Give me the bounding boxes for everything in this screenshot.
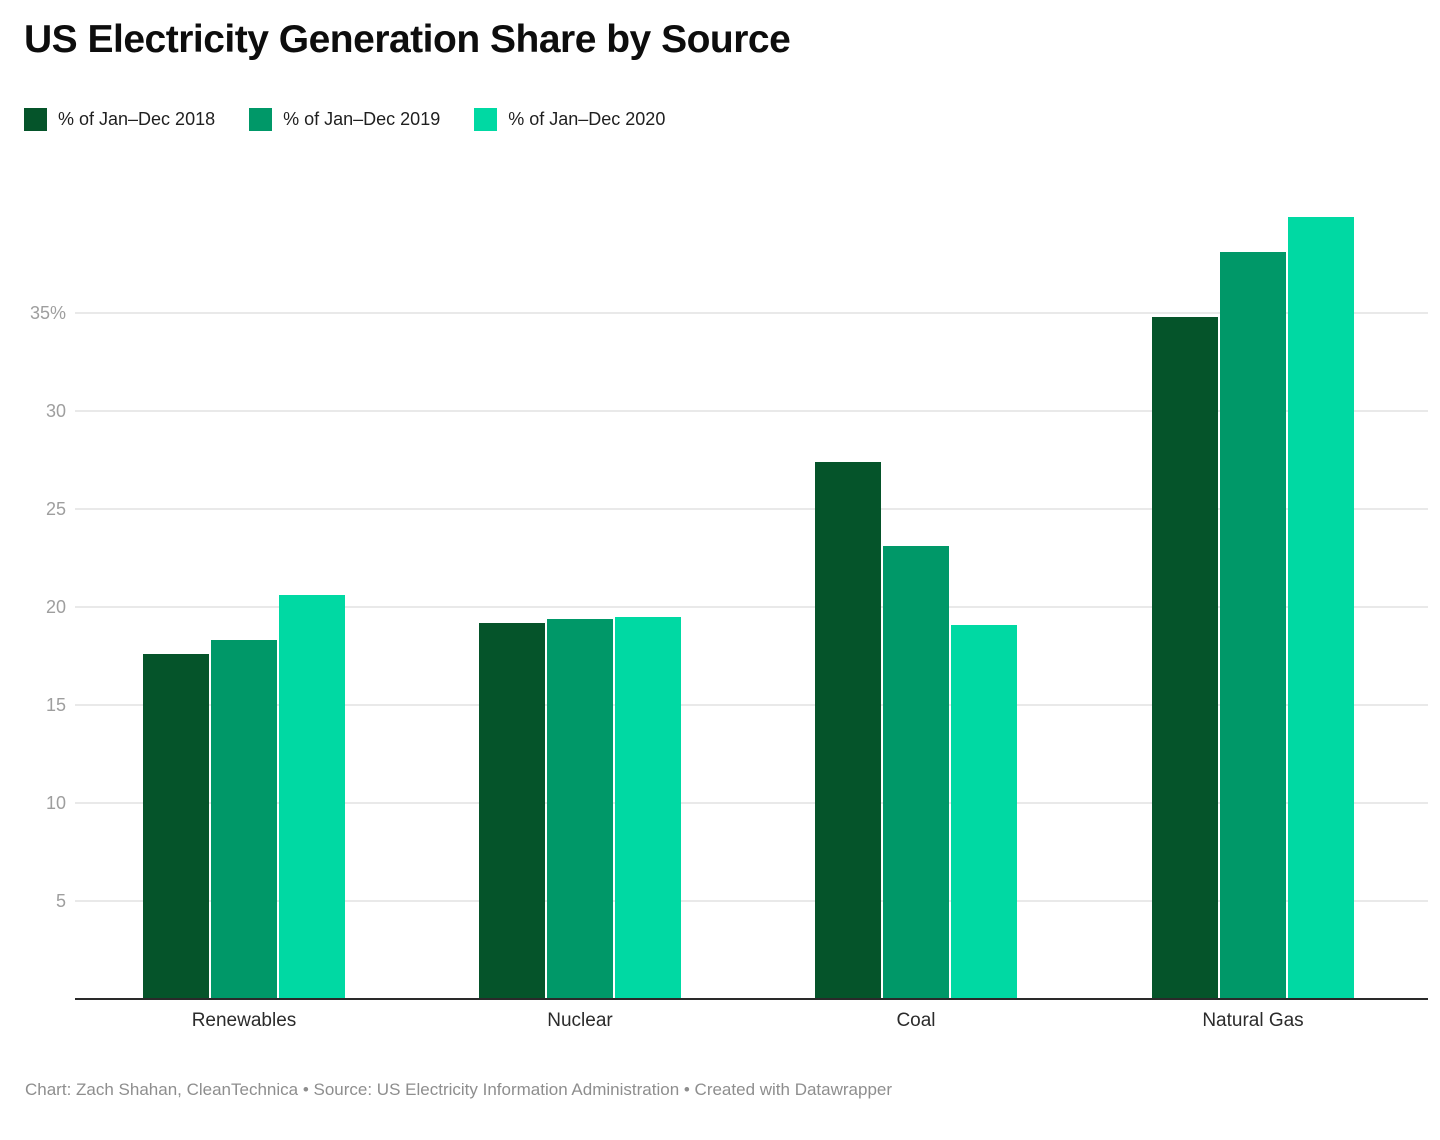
legend-swatch-icon — [249, 108, 273, 131]
bar-nuclear-2019 — [547, 619, 613, 999]
attribution: Chart: Zach Shahan, CleanTechnica • Sour… — [25, 1080, 893, 1099]
x-axis-label-natural-gas: Natural Gas — [1202, 1010, 1304, 1031]
gridline-15 — [75, 704, 1428, 706]
legend-item-of-jan-dec-2019: % of Jan–Dec 2019 — [249, 108, 440, 131]
bar-renewables-2019 — [211, 640, 277, 999]
x-axis-line — [75, 998, 1428, 1000]
y-axis-tick-label: 10 — [45, 793, 66, 813]
y-axis-tick-label: 5 — [55, 891, 66, 911]
gridline-30 — [75, 410, 1428, 412]
y-axis-tick-label: 35% — [29, 303, 66, 323]
chart-title: US Electricity Generation Share by Sourc… — [24, 18, 791, 61]
bar-nuclear-2018 — [479, 623, 545, 999]
bar-coal-2019 — [883, 546, 949, 999]
bar-nuclear-2020 — [615, 617, 681, 999]
bar-natural-gas-2020 — [1288, 217, 1354, 999]
gridline-10 — [75, 802, 1428, 804]
gridline-5 — [75, 900, 1428, 902]
legend-item-of-jan-dec-2020: % of Jan–Dec 2020 — [474, 108, 665, 131]
legend-label: % of Jan–Dec 2020 — [508, 109, 666, 129]
y-axis-tick-label: 25 — [45, 499, 66, 519]
gridline-25 — [75, 508, 1428, 510]
bar-renewables-2018 — [143, 654, 209, 999]
legend-item-of-jan-dec-2018: % of Jan–Dec 2018 — [24, 108, 215, 131]
y-axis-tick-label: 30 — [45, 401, 66, 421]
legend: % of Jan–Dec 2018 % of Jan–Dec 2019 % of J… — [24, 108, 665, 131]
bar-natural-gas-2019 — [1220, 252, 1286, 999]
legend-label: % of Jan–Dec 2018 — [58, 109, 216, 129]
x-axis-label-coal: Coal — [896, 1010, 936, 1031]
legend-label: % of Jan–Dec 2019 — [283, 109, 441, 129]
y-axis-tick-label: 20 — [45, 597, 66, 617]
bar-coal-2018 — [815, 462, 881, 999]
gridline-20 — [75, 606, 1428, 608]
x-axis-label-nuclear: Nuclear — [547, 1010, 613, 1031]
x-axis-label-renewables: Renewables — [191, 1010, 297, 1031]
bar-natural-gas-2018 — [1152, 317, 1218, 999]
bar-coal-2020 — [951, 625, 1017, 999]
gridline-35 — [75, 312, 1428, 314]
legend-swatch-icon — [24, 108, 47, 131]
y-axis-tick-label: 15 — [45, 695, 66, 715]
bar-renewables-2020 — [279, 595, 345, 999]
legend-swatch-icon — [474, 108, 498, 131]
